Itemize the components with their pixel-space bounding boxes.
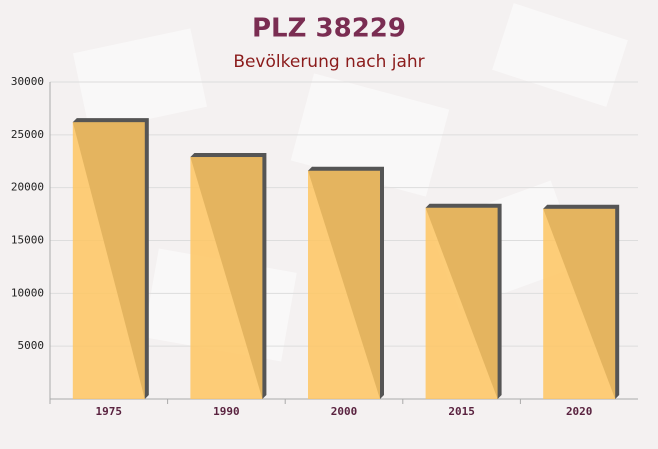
y-tick-label: 5000 xyxy=(18,339,45,352)
chart-title: PLZ 38229 xyxy=(252,14,406,44)
y-tick-label: 25000 xyxy=(11,128,44,141)
bar xyxy=(72,122,145,400)
y-tick-label: 10000 xyxy=(11,286,44,299)
y-tick-label: 15000 xyxy=(11,234,44,247)
x-tick-label: 1975 xyxy=(96,405,123,418)
bar xyxy=(543,208,616,399)
x-tick-label: 1990 xyxy=(213,405,240,418)
bar xyxy=(308,170,380,399)
y-tick-label: 30000 xyxy=(11,75,44,88)
bar xyxy=(425,207,498,399)
chart-subtitle: Bevölkerung nach jahr xyxy=(233,52,424,72)
y-tick-label: 20000 xyxy=(11,181,44,194)
x-tick-label: 2000 xyxy=(331,405,358,418)
x-tick-label: 2015 xyxy=(448,405,475,418)
x-tick-label: 2020 xyxy=(566,405,593,418)
bar xyxy=(190,157,263,399)
